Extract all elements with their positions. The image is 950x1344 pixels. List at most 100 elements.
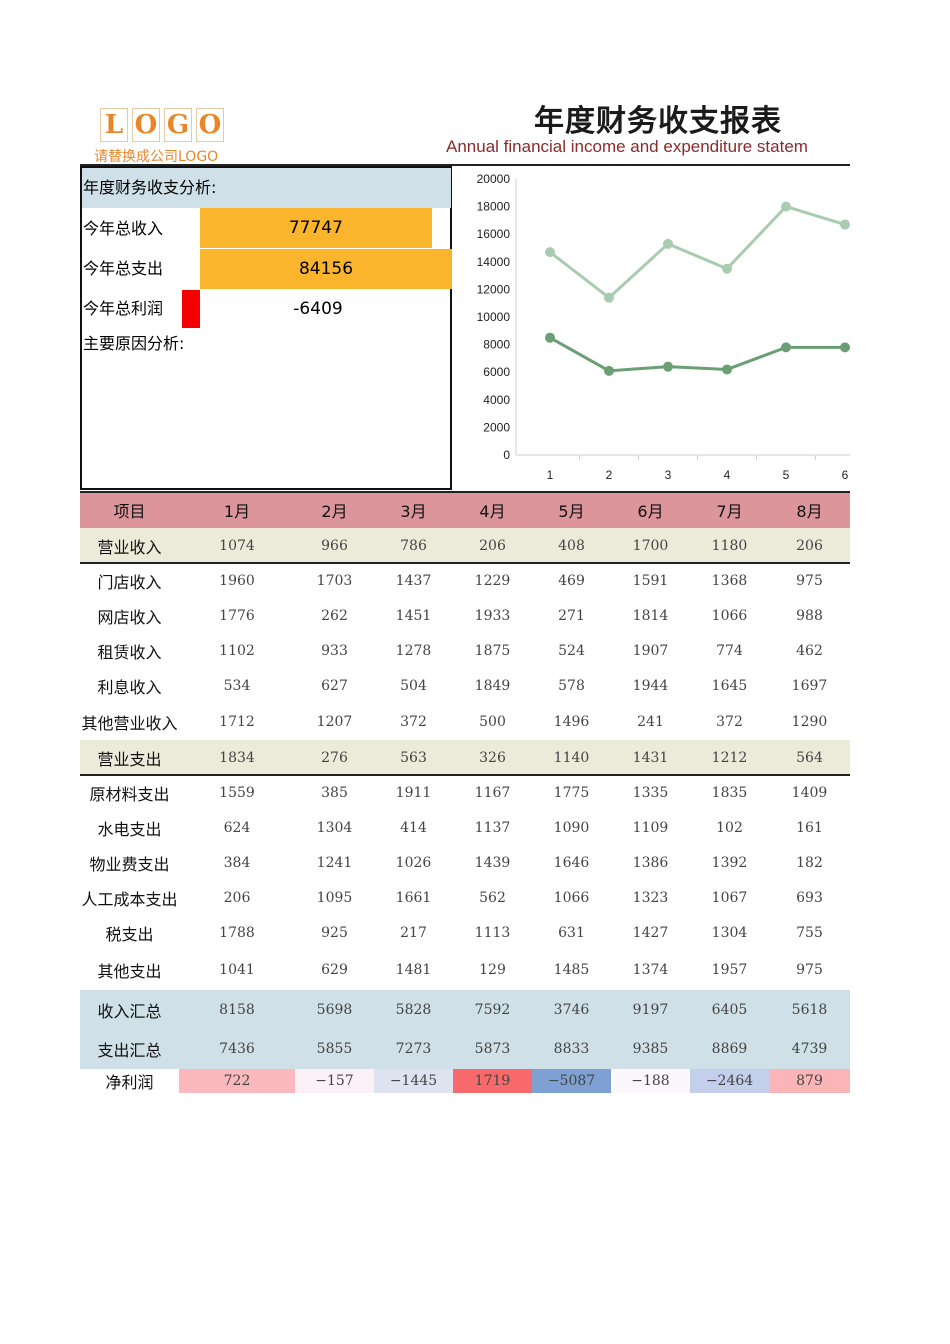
row-label: 项目: [80, 491, 179, 528]
table-cell: 1661: [395, 889, 432, 906]
table-row: 人工成本支出 206 1095 1661 562 1066 1323 1067 693: [80, 880, 850, 915]
table-cell: 6月: [611, 491, 690, 528]
table-cell: 129: [479, 962, 506, 978]
table-cell: 7273: [374, 1029, 453, 1069]
table-cell: 5698: [295, 990, 374, 1029]
table-cell: 1109: [632, 819, 669, 836]
table-cell: 161: [796, 819, 823, 836]
table-cell: 372: [400, 713, 427, 730]
table-cell: 1323: [632, 889, 669, 906]
table-cell: 755: [796, 924, 823, 941]
table-cell: 1229: [474, 572, 511, 589]
row-label: 门店收入: [97, 572, 162, 592]
section-divider: [80, 774, 850, 776]
row-label: 营业收入: [80, 528, 179, 563]
table-cell: −188: [611, 1069, 690, 1093]
table-cell: 1849: [474, 677, 511, 694]
series-line-2: [549, 336, 845, 373]
table-cell: 1066: [711, 607, 748, 624]
table-cell: 7月: [690, 491, 769, 528]
section-divider: [80, 491, 850, 493]
table-cell: 1090: [553, 819, 590, 836]
table-row: 营业收入 1074 966 786 206 408 1700 1180 206: [80, 528, 850, 563]
table-cell: 1140: [532, 740, 611, 775]
y-tick-label: 6000: [483, 365, 510, 379]
table-row: 支出汇总 7436 5855 7273 5873 8833 9385 8869 4739: [80, 1029, 850, 1069]
table-cell: 384: [223, 854, 251, 871]
table-cell: 722: [179, 1069, 295, 1093]
table-cell: 276: [295, 740, 374, 775]
table-cell: 8869: [690, 1029, 769, 1069]
table-row: 门店收入 1960 1703 1437 1229 469 1591 1368 975: [80, 563, 850, 598]
table-cell: 462: [796, 642, 823, 659]
profit-value: -6409: [293, 299, 343, 319]
row-label: 人工成本支出: [81, 889, 178, 909]
row-label: 其他支出: [97, 962, 162, 981]
y-tick-label: 16000: [477, 227, 511, 241]
row-label: 网店收入: [97, 607, 162, 627]
table-cell: 1697: [791, 677, 828, 694]
table-cell: 627: [321, 677, 348, 694]
table-row: 其他营业收入 1712 1207 372 500 1496 241 372 1290: [80, 703, 850, 740]
table-cell: 500: [479, 713, 506, 730]
table-cell: 1095: [316, 889, 353, 906]
y-tick-label: 20000: [477, 172, 511, 186]
logo-letter: O: [132, 108, 160, 142]
table-cell: 1067: [711, 889, 748, 906]
table-cell: 1719: [453, 1069, 532, 1093]
table-cell: 1645: [711, 677, 748, 694]
company-logo: L O G O: [100, 108, 224, 142]
table-cell: 326: [453, 740, 532, 775]
table-cell: 562: [479, 889, 506, 906]
row-label: 支出汇总: [80, 1029, 179, 1069]
series-2-point: [604, 365, 614, 376]
table-cell: −5087: [532, 1069, 611, 1093]
table-cell: 1451: [395, 607, 432, 624]
table-cell: 1386: [632, 854, 669, 871]
table-cell: 1335: [632, 784, 669, 801]
header-divider: [80, 164, 850, 166]
series-1-point: [604, 292, 614, 303]
table-cell: 534: [223, 677, 251, 694]
table-cell: 1180: [690, 528, 769, 563]
table-row: 税支出 1788 925 217 1113 631 1427 1304 755: [80, 915, 850, 950]
table-cell: 217: [400, 924, 427, 941]
table-cell: 1074: [179, 528, 295, 563]
y-tick-label: 12000: [477, 282, 511, 296]
table-cell: 1703: [316, 572, 353, 589]
row-label: 租赁收入: [97, 642, 162, 662]
row-label: 利息收入: [97, 677, 162, 697]
table-cell: 408: [532, 528, 611, 563]
table-cell: 1212: [690, 740, 769, 775]
table-cell: 1304: [316, 819, 353, 836]
profit-label: 今年总利润: [83, 299, 164, 318]
table-cell: 241: [637, 713, 664, 730]
series-2-point: [840, 342, 850, 353]
y-tick-label: 10000: [477, 310, 511, 324]
table-cell: 4739: [769, 1029, 850, 1069]
table-cell: 1775: [553, 784, 590, 801]
table-cell: 206: [223, 889, 251, 906]
table-cell: 1481: [395, 962, 432, 978]
table-cell: 1485: [553, 962, 590, 978]
table-cell: 933: [321, 642, 348, 659]
table-cell: 693: [796, 889, 823, 906]
table-cell: 1113: [474, 924, 511, 941]
x-tick-label: 5: [783, 468, 790, 482]
table-row: 原材料支出 1559 385 1911 1167 1775 1335 1835 1409: [80, 775, 850, 810]
row-label: 物业费支出: [89, 854, 170, 874]
table-cell: 1304: [711, 924, 748, 941]
table-cell: 3746: [532, 990, 611, 1029]
table-cell: 4月: [453, 491, 532, 528]
logo-letter: G: [164, 108, 192, 142]
table-cell: 786: [374, 528, 453, 563]
table-cell: 879: [769, 1069, 850, 1093]
table-cell: 1933: [474, 607, 511, 624]
series-1-point: [781, 201, 791, 212]
table-cell: 975: [796, 572, 823, 589]
table-row: 网店收入 1776 262 1451 1933 271 1814 1066 988: [80, 598, 850, 633]
table-cell: 1776: [219, 607, 255, 624]
row-label: 营业支出: [80, 740, 179, 775]
table-cell: 3月: [374, 491, 453, 528]
table-cell: 8月: [769, 491, 850, 528]
